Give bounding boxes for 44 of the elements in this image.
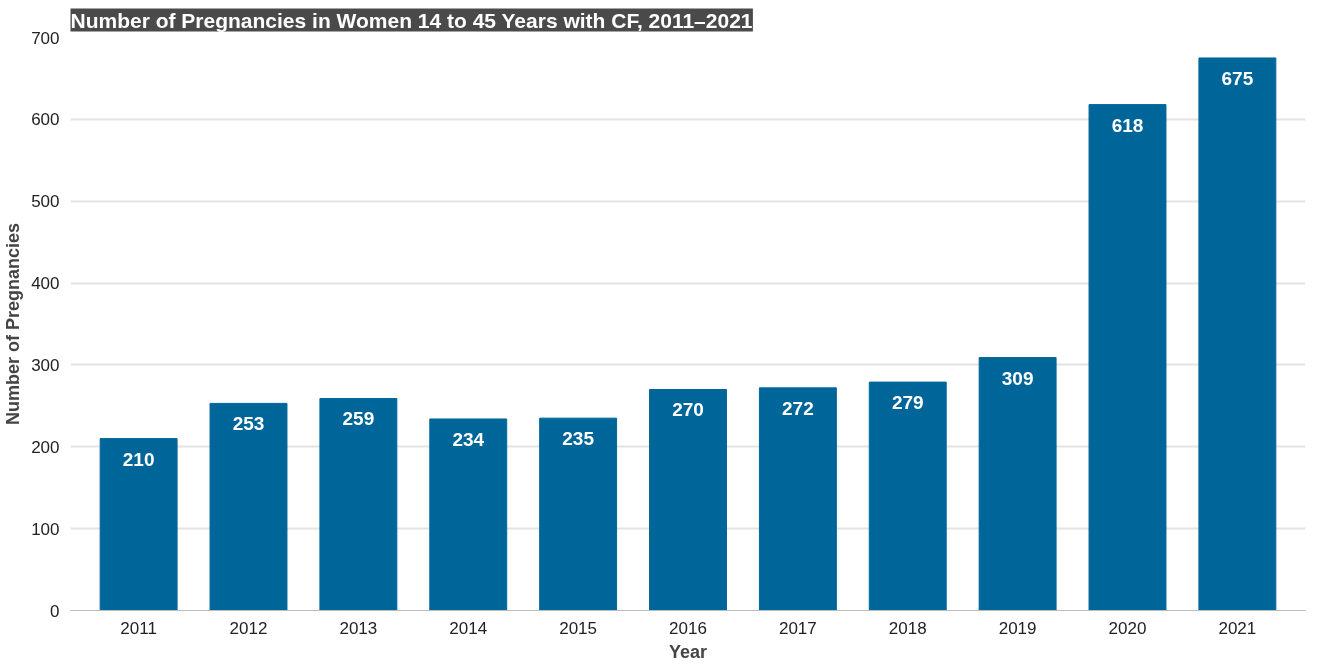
x-tick-label: 2020 — [1108, 618, 1147, 638]
data-label: 210 — [122, 448, 155, 470]
y-tick-label: 300 — [31, 355, 60, 375]
bar — [978, 357, 1057, 611]
bar — [1198, 57, 1277, 611]
x-tick-label: 2017 — [778, 618, 817, 638]
y-tick-label: 0 — [50, 601, 60, 621]
y-tick-label: 100 — [31, 519, 60, 539]
bar — [539, 417, 618, 611]
x-tick-label: 2016 — [669, 618, 707, 638]
x-tick-label: 2012 — [229, 618, 268, 638]
data-label: 272 — [782, 397, 814, 419]
bar — [209, 402, 288, 611]
chart-title: Number of Pregnancies in Women 14 to 45 Years with CF, 2011–2021 — [70, 8, 753, 32]
data-label: 618 — [1111, 114, 1144, 136]
y-axis-title: Number of Pregnancies — [3, 222, 24, 426]
y-tick-label: 600 — [31, 110, 60, 130]
x-tick-label: 2021 — [1218, 618, 1257, 638]
x-tick-label: 2014 — [449, 618, 488, 638]
data-label: 309 — [1001, 367, 1034, 389]
data-label: 270 — [672, 399, 704, 421]
x-tick-label: 2011 — [120, 618, 157, 638]
y-tick-label: 200 — [31, 437, 60, 457]
bar — [1088, 104, 1167, 611]
x-tick-label: 2018 — [888, 618, 927, 638]
y-tick-label: 400 — [31, 274, 60, 294]
x-tick-label: 2019 — [998, 618, 1037, 638]
data-label: 235 — [562, 428, 595, 450]
bar — [758, 387, 837, 611]
data-label: 675 — [1221, 67, 1254, 89]
x-tick-label: 2013 — [339, 618, 378, 638]
data-label: 279 — [891, 392, 924, 414]
bar — [868, 381, 947, 611]
bar — [649, 388, 727, 611]
y-tick-label: 500 — [31, 192, 60, 212]
bar — [429, 418, 508, 611]
bar — [99, 438, 178, 611]
bar — [319, 397, 398, 611]
data-label: 253 — [232, 413, 265, 435]
x-tick-label: 2015 — [559, 618, 598, 638]
x-axis-title: Year — [668, 641, 708, 662]
y-tick-label: 700 — [31, 28, 60, 48]
data-label: 234 — [452, 428, 485, 450]
data-label: 259 — [342, 408, 375, 430]
